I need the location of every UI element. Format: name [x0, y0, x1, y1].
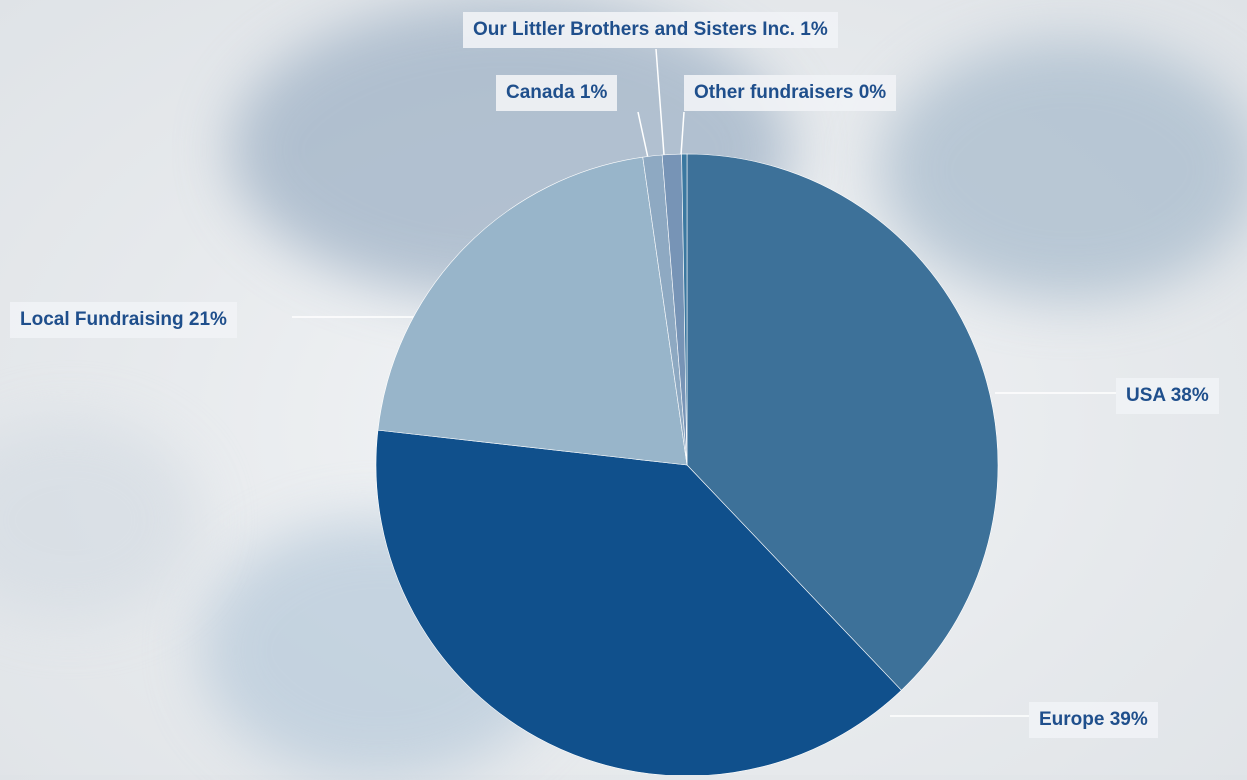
slice-label-local-fundraising: Local Fundraising 21%	[10, 302, 237, 338]
slice-label-europe: Europe 39%	[1029, 702, 1158, 738]
leader-line	[680, 111, 685, 156]
leader-line	[655, 48, 665, 156]
background-cloud	[880, 40, 1247, 300]
pie-slice-usa	[686, 153, 999, 691]
background-cloud	[0, 420, 200, 620]
slice-label-usa: USA 38%	[1116, 378, 1219, 414]
slice-label-other-fundraisers: Other fundraisers 0%	[684, 75, 897, 111]
pie-slice-europe	[375, 429, 902, 775]
leader-line	[637, 111, 649, 159]
pie-slice-other-fundraisers	[681, 153, 688, 466]
leader-lines	[292, 48, 1116, 717]
slice-label-our-littler-brothers: Our Littler Brothers and Sisters Inc. 1%	[463, 12, 838, 48]
pie-slices	[375, 153, 999, 775]
slice-label-canada: Canada 1%	[496, 75, 618, 111]
pie-slice-local-fundraising	[377, 156, 688, 466]
